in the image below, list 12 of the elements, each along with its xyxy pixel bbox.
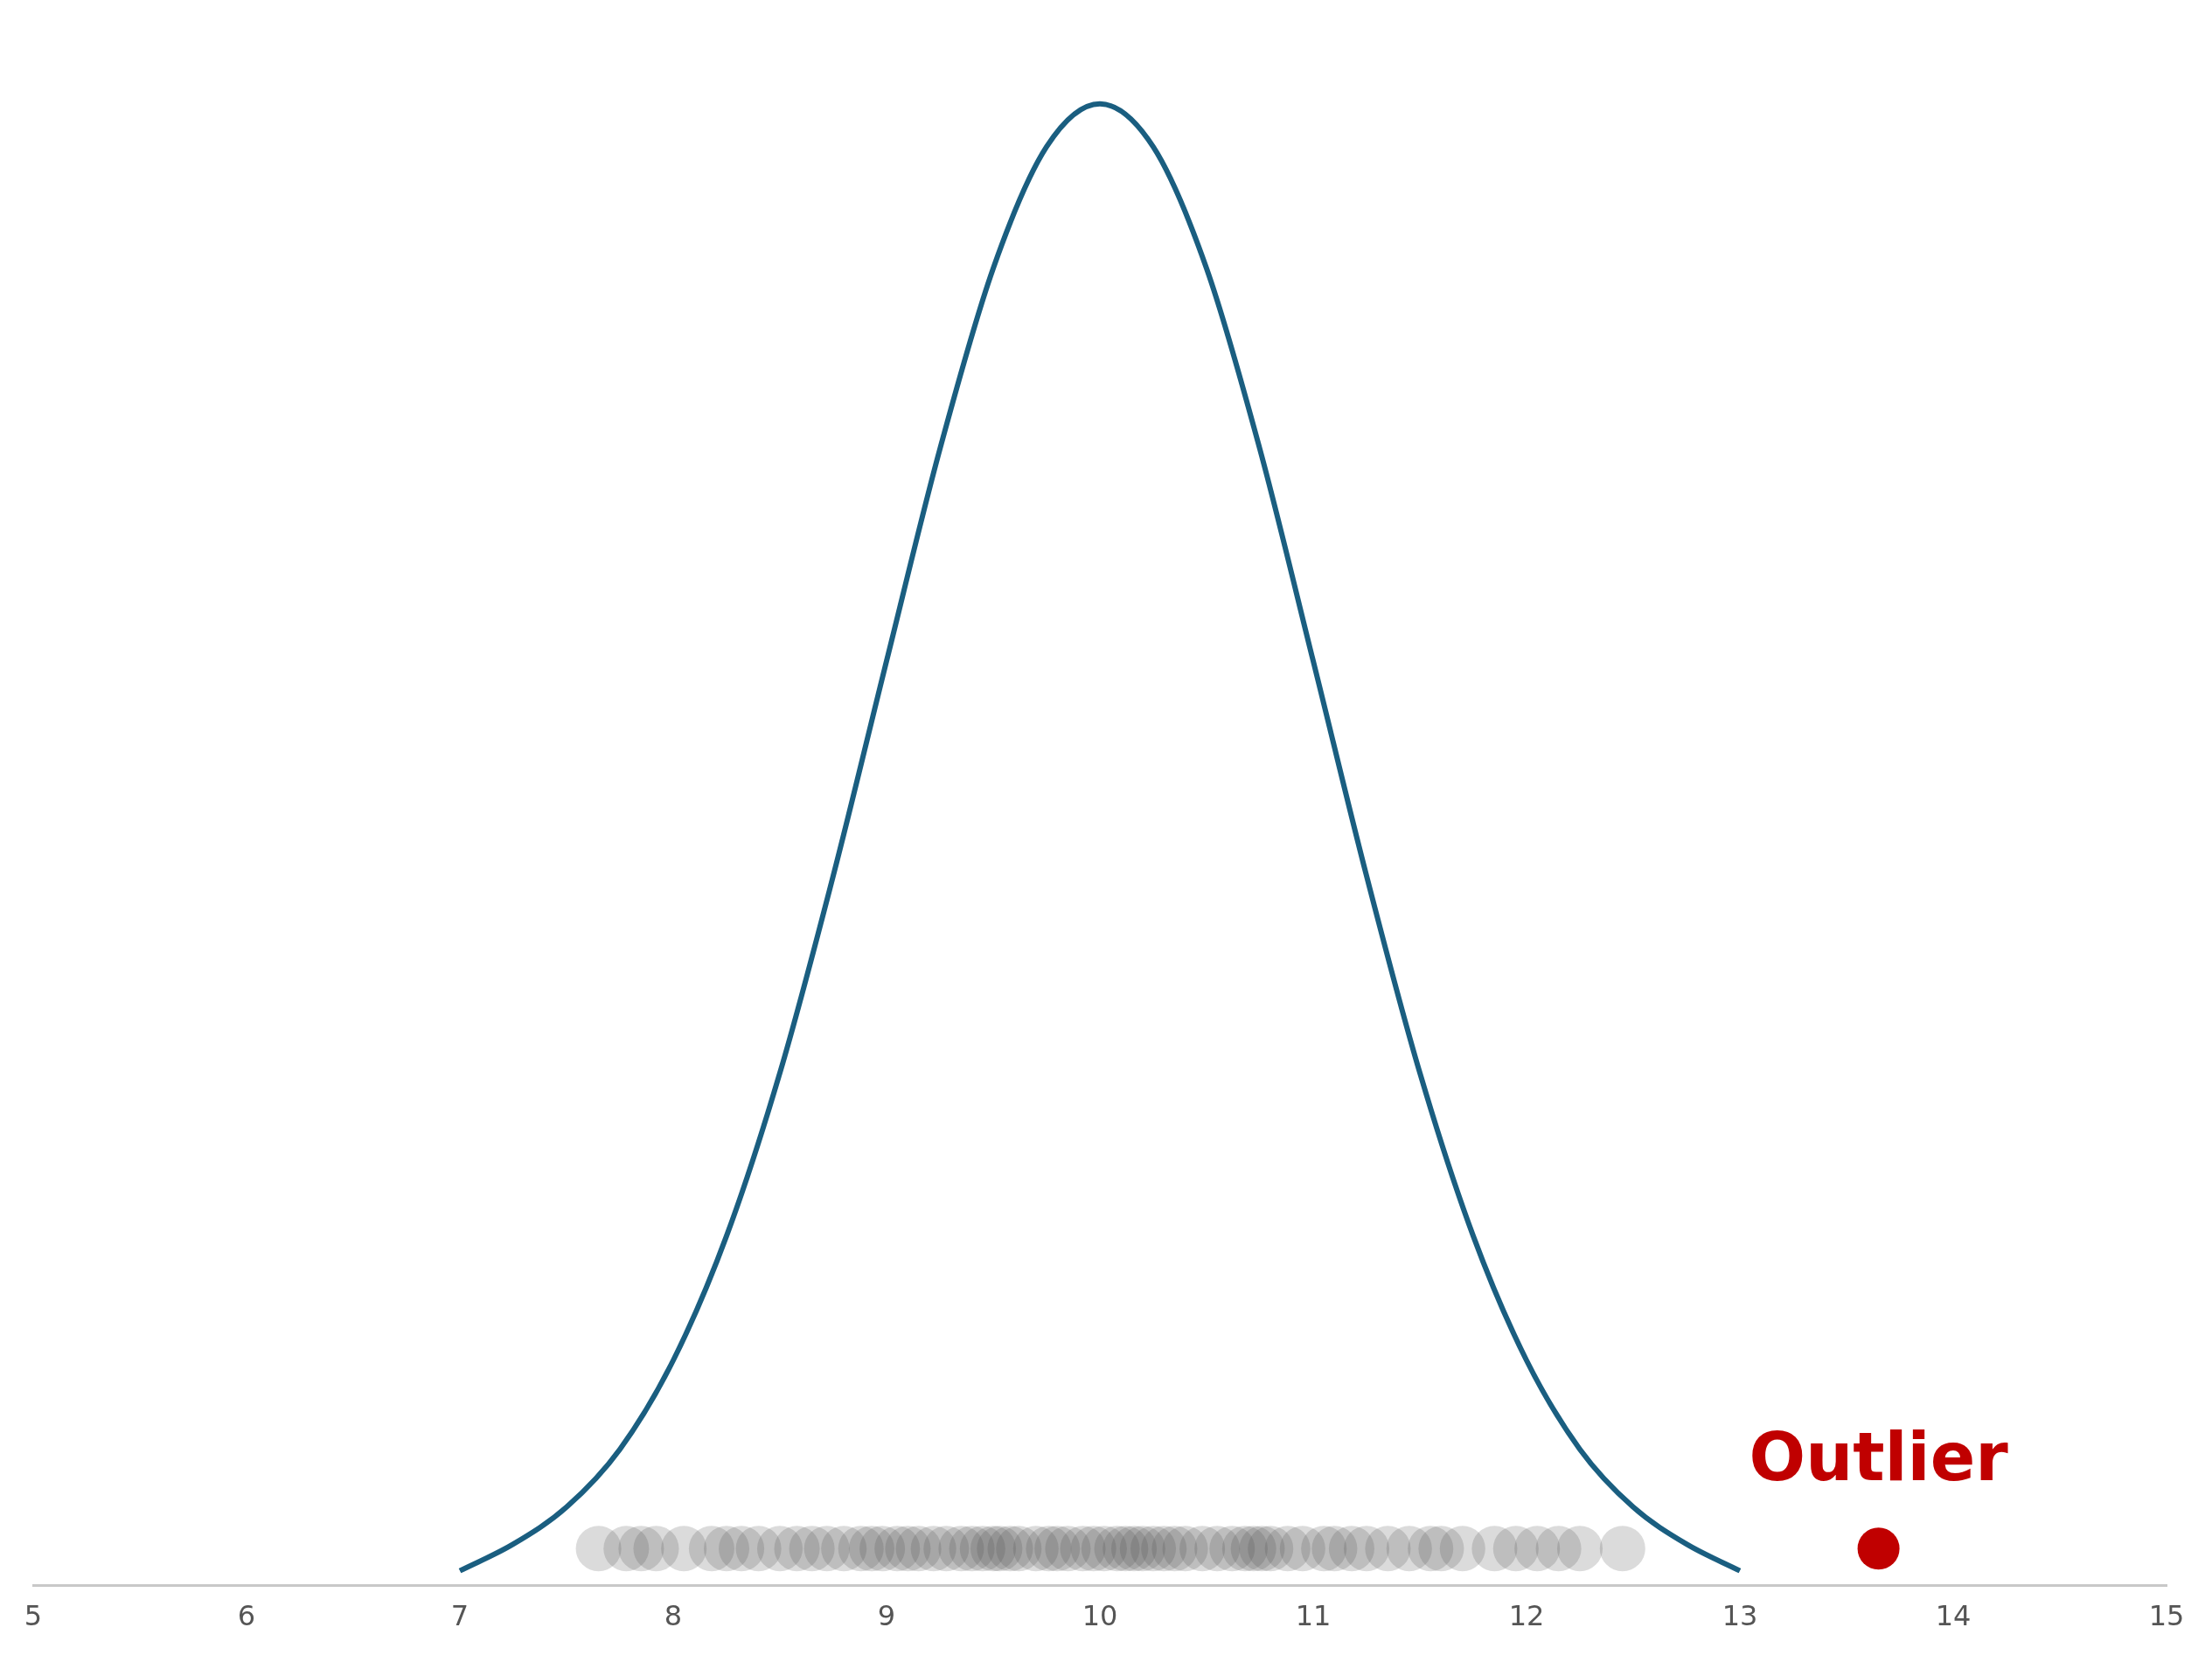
x-tick-label: 11 (1295, 1599, 1332, 1633)
x-tick-label: 6 (237, 1599, 256, 1633)
x-tick-label: 15 (2148, 1599, 2185, 1633)
x-tick-label: 9 (877, 1599, 896, 1633)
x-tick-label: 13 (1722, 1599, 1758, 1633)
x-tick-label: 14 (1935, 1599, 1972, 1633)
annotation: Outlier (1749, 1417, 2009, 1496)
x-tick-label: 5 (24, 1599, 43, 1633)
x-tick-label: 12 (1508, 1599, 1545, 1633)
x-tick-label: 8 (664, 1599, 683, 1633)
x-tick-label: 10 (1082, 1599, 1118, 1633)
x-tick-label: 7 (450, 1599, 470, 1633)
